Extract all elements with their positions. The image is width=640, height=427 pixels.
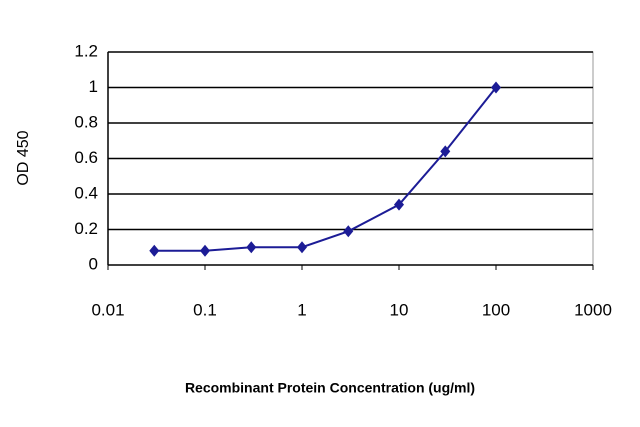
data-point xyxy=(297,241,307,254)
y-tick-label: 1.2 xyxy=(74,41,98,60)
data-point xyxy=(440,145,451,158)
x-tick-label: 1 xyxy=(297,300,306,319)
y-tick-label: 0 xyxy=(89,254,98,273)
x-tick-label: 10 xyxy=(390,300,409,319)
data-point xyxy=(149,244,160,257)
data-line xyxy=(154,86,497,252)
y-tick-label: 0.6 xyxy=(74,148,98,167)
data-point xyxy=(246,241,257,254)
x-axis-title: Recombinant Protein Concentration (ug/ml… xyxy=(185,380,475,396)
data-point xyxy=(491,81,501,94)
y-tick-label: 0.4 xyxy=(74,183,98,202)
x-tick-label: 0.1 xyxy=(193,300,217,319)
data-point xyxy=(343,225,354,238)
y-tick-label: 0.8 xyxy=(74,112,98,131)
x-tick-label: 100 xyxy=(482,300,510,319)
y-axis-title: OD 450 xyxy=(15,130,32,185)
y-tick-label: 0.2 xyxy=(74,219,98,238)
data-point xyxy=(394,198,404,211)
data-point xyxy=(200,244,210,257)
x-tick-label: 0.01 xyxy=(91,300,124,319)
y-tick-label: 1 xyxy=(89,77,98,96)
x-tick-label: 1000 xyxy=(574,300,612,319)
